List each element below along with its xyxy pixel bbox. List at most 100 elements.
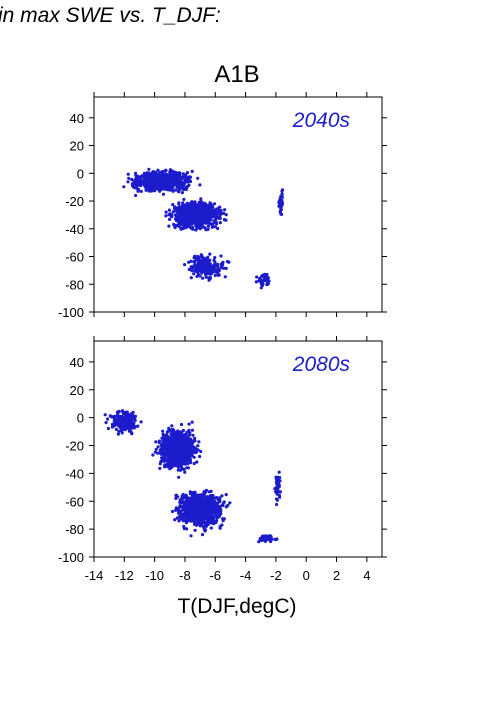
- data-point: [183, 460, 187, 464]
- data-point: [210, 207, 214, 211]
- data-point: [181, 447, 186, 451]
- data-point: [181, 226, 186, 230]
- data-point: [116, 432, 120, 436]
- data-point: [211, 215, 215, 219]
- data-point: [214, 213, 219, 217]
- data-point: [200, 533, 205, 537]
- data-point: [177, 507, 181, 511]
- data-point: [192, 264, 196, 268]
- data-point: [273, 487, 277, 491]
- data-point: [182, 441, 186, 445]
- data-point: [165, 436, 169, 440]
- data-point: [169, 212, 174, 217]
- data-point: [169, 187, 173, 191]
- data-point: [203, 260, 207, 264]
- data-point: [179, 431, 183, 435]
- data-point: [177, 519, 181, 523]
- data-point: [264, 534, 268, 538]
- data-point: [183, 180, 187, 184]
- data-point: [126, 172, 130, 176]
- y-tick-label: -20: [65, 439, 84, 454]
- data-point: [189, 276, 193, 280]
- data-point: [140, 181, 144, 185]
- data-point: [190, 511, 194, 516]
- data-point: [228, 501, 232, 505]
- data-point: [274, 497, 279, 501]
- data-point: [263, 272, 267, 276]
- data-point: [279, 212, 283, 216]
- data-point: [172, 222, 176, 226]
- y-tick-label: 0: [77, 411, 84, 426]
- data-point: [180, 191, 184, 195]
- data-point: [156, 183, 160, 187]
- data-point: [131, 185, 135, 189]
- data-point: [181, 172, 185, 176]
- point-cloud: [103, 409, 282, 544]
- data-point: [266, 279, 270, 283]
- data-point: [184, 449, 188, 453]
- data-point: [113, 414, 117, 419]
- data-point: [185, 171, 189, 175]
- data-point: [182, 437, 186, 441]
- data-point: [208, 252, 212, 256]
- data-point: [136, 183, 141, 187]
- data-point: [164, 214, 168, 218]
- data-point: [178, 221, 182, 225]
- data-point: [161, 192, 166, 196]
- data-point: [181, 519, 185, 523]
- data-point: [126, 180, 130, 184]
- data-point: [213, 261, 217, 265]
- data-point: [193, 446, 197, 450]
- x-tick-label: -4: [240, 568, 252, 583]
- data-point: [167, 224, 171, 228]
- data-point: [223, 275, 227, 279]
- data-point: [199, 504, 203, 509]
- data-point: [209, 265, 213, 269]
- data-point: [177, 189, 181, 193]
- x-tick-label: 2: [333, 568, 340, 583]
- data-point: [120, 431, 124, 435]
- data-point: [197, 500, 201, 504]
- data-point: [200, 514, 204, 518]
- data-point: [185, 495, 189, 499]
- data-point: [211, 209, 216, 213]
- data-point: [112, 419, 116, 423]
- data-point: [157, 187, 161, 191]
- data-point: [199, 255, 203, 259]
- data-point: [184, 455, 188, 459]
- data-point: [221, 263, 225, 267]
- data-point: [185, 504, 189, 508]
- data-point: [223, 208, 227, 212]
- data-point: [127, 426, 131, 430]
- data-point: [104, 420, 108, 425]
- data-point: [262, 538, 266, 542]
- data-point: [188, 175, 193, 179]
- data-point: [210, 497, 214, 501]
- data-point: [186, 509, 190, 513]
- data-point: [197, 214, 202, 218]
- data-point: [183, 470, 187, 474]
- data-point: [193, 510, 197, 514]
- data-point: [195, 267, 199, 271]
- data-point: [178, 468, 183, 472]
- data-point: [209, 526, 213, 530]
- data-point: [184, 225, 188, 229]
- data-point: [260, 281, 264, 285]
- data-point: [255, 275, 259, 279]
- data-point: [192, 513, 196, 517]
- data-point: [132, 179, 136, 183]
- data-point: [122, 420, 127, 424]
- data-point: [127, 176, 131, 180]
- data-point: [168, 440, 172, 444]
- data-point: [191, 204, 195, 208]
- data-point: [180, 460, 184, 464]
- data-point: [195, 499, 199, 503]
- data-point: [134, 176, 139, 180]
- data-point: [193, 528, 197, 532]
- data-point: [177, 444, 181, 448]
- data-point: [195, 517, 199, 522]
- data-point: [218, 221, 222, 225]
- data-point: [169, 433, 174, 437]
- data-point: [184, 517, 188, 521]
- data-point: [211, 514, 215, 518]
